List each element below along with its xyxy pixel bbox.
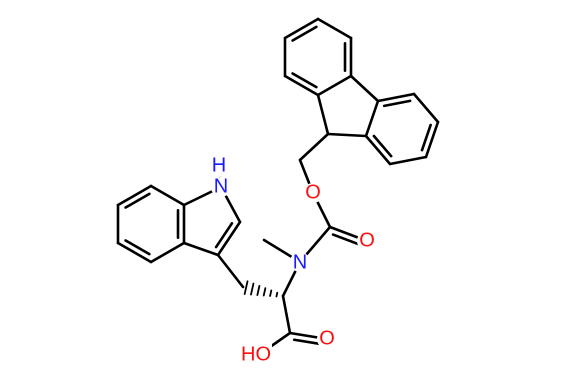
bond bbox=[116, 241, 153, 264]
label-masks bbox=[210, 159, 377, 367]
bond bbox=[281, 294, 292, 335]
bond bbox=[424, 120, 440, 159]
bond bbox=[372, 134, 393, 158]
atom-labels: H N O O N O HO bbox=[212, 154, 375, 365]
label-mask bbox=[210, 159, 228, 177]
bond bbox=[283, 17, 320, 40]
hashed-bond bbox=[275, 291, 279, 298]
bond bbox=[149, 184, 186, 207]
bond bbox=[124, 239, 151, 256]
bond bbox=[376, 92, 416, 103]
bond bbox=[298, 132, 330, 162]
label-mask bbox=[317, 329, 337, 349]
atom-label: O bbox=[359, 229, 375, 251]
bond bbox=[326, 132, 368, 138]
atom-label: N bbox=[293, 251, 307, 273]
bond bbox=[388, 155, 428, 166]
bond bbox=[316, 17, 353, 40]
bond bbox=[292, 338, 323, 346]
bond bbox=[349, 74, 380, 103]
bond bbox=[149, 241, 186, 264]
bond bbox=[364, 99, 380, 138]
label-mask bbox=[240, 343, 272, 367]
bond bbox=[216, 220, 242, 257]
hashed-bond bbox=[269, 289, 273, 297]
hashed-bond bbox=[256, 284, 261, 296]
hashed-bond bbox=[243, 280, 249, 295]
bond bbox=[216, 253, 245, 289]
label-mask bbox=[303, 183, 323, 203]
bond bbox=[316, 74, 353, 97]
atom-label: N bbox=[214, 175, 228, 197]
bond bbox=[420, 123, 432, 152]
bond bbox=[382, 99, 412, 108]
label-mask bbox=[290, 252, 310, 272]
bond bbox=[116, 184, 153, 207]
bond bbox=[364, 134, 392, 166]
hashed-bond bbox=[250, 282, 255, 296]
bond bbox=[283, 74, 320, 97]
bond bbox=[412, 92, 440, 124]
label-mask bbox=[211, 177, 231, 197]
bonds bbox=[116, 17, 440, 356]
bond bbox=[214, 221, 234, 249]
hashed-bond bbox=[262, 287, 267, 297]
atom-label: HO bbox=[241, 343, 271, 365]
bond bbox=[291, 72, 318, 89]
atom-label: O bbox=[319, 327, 335, 349]
atom-label: O bbox=[305, 181, 321, 203]
bond bbox=[124, 192, 151, 209]
label-mask bbox=[357, 231, 377, 251]
atom-label: H bbox=[212, 154, 226, 176]
bond bbox=[291, 25, 318, 42]
bond bbox=[182, 241, 220, 257]
bond bbox=[331, 233, 361, 246]
bond bbox=[316, 93, 330, 136]
